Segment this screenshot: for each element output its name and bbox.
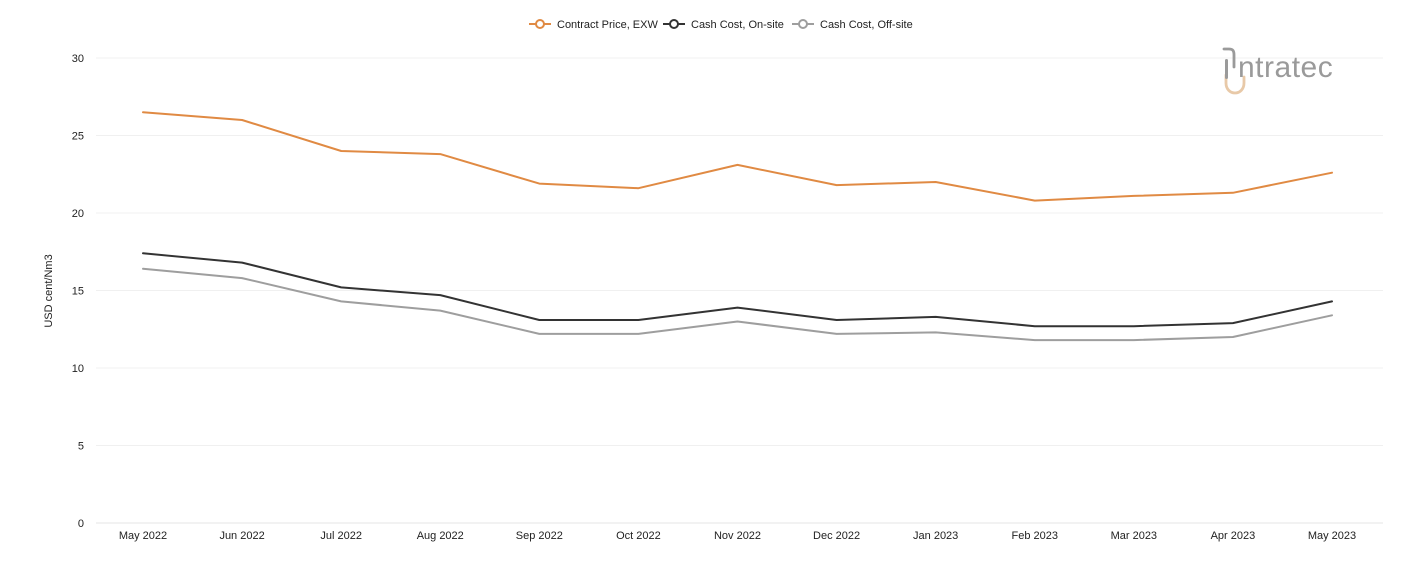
data-point xyxy=(1033,325,1036,328)
data-point xyxy=(142,252,145,255)
x-tick-label: Apr 2023 xyxy=(1211,530,1256,542)
x-tick-label: Nov 2022 xyxy=(714,530,761,542)
data-point xyxy=(538,318,541,321)
x-tick-label: Oct 2022 xyxy=(616,530,661,542)
data-point xyxy=(439,309,442,312)
data-point xyxy=(340,300,343,303)
x-axis-ticks: May 2022 Jun 2022 Jul 2022 Aug 2022 Sep 2022… xyxy=(119,530,1356,542)
data-point xyxy=(736,163,739,166)
y-tick-label: 20 xyxy=(72,208,84,220)
data-point xyxy=(538,182,541,185)
data-point xyxy=(1033,339,1036,342)
data-point xyxy=(1231,191,1234,194)
y-axis-label: USD cent/Nm3 xyxy=(43,254,55,327)
data-point xyxy=(637,318,640,321)
series-3 xyxy=(142,267,1334,342)
x-tick-label: Sep 2022 xyxy=(516,530,563,542)
data-point xyxy=(1231,336,1234,339)
y-tick-label: 0 xyxy=(78,518,84,530)
data-point xyxy=(736,320,739,323)
data-point xyxy=(340,150,343,153)
x-tick-label: Aug 2022 xyxy=(417,530,464,542)
legend-label: Cash Cost, On-site xyxy=(691,19,784,31)
y-axis-ticks: 0 5 10 15 20 25 30 xyxy=(72,53,84,530)
legend-item[interactable]: Contract Price, EXW xyxy=(529,19,658,31)
data-point xyxy=(1331,300,1334,303)
data-point xyxy=(835,332,838,335)
legend[interactable]: Contract Price, EXW Cash Cost, On-site Cas… xyxy=(529,19,913,31)
x-tick-label: Jan 2023 xyxy=(913,530,958,542)
y-tick-label: 10 xyxy=(72,363,84,375)
data-point xyxy=(1331,314,1334,317)
data-point xyxy=(1331,171,1334,174)
y-tick-label: 25 xyxy=(72,131,84,143)
data-point xyxy=(835,184,838,187)
data-point xyxy=(340,286,343,289)
series-line xyxy=(142,111,1333,202)
y-tick-label: 5 xyxy=(78,441,84,453)
data-point xyxy=(1132,194,1135,197)
legend-label: Contract Price, EXW xyxy=(557,19,658,31)
series-line xyxy=(142,252,1333,328)
data-point xyxy=(736,306,739,309)
data-point xyxy=(241,119,244,122)
legend-item[interactable]: Cash Cost, Off-site xyxy=(792,19,913,31)
legend-marker-icon xyxy=(798,19,808,29)
x-tick-label: Jul 2022 xyxy=(320,530,362,542)
series-line xyxy=(142,267,1333,342)
x-tick-label: May 2022 xyxy=(119,530,167,542)
series-2 xyxy=(142,252,1334,328)
data-point xyxy=(1231,322,1234,325)
data-point xyxy=(241,277,244,280)
series-1 xyxy=(142,111,1334,202)
data-point xyxy=(142,111,145,114)
data-point xyxy=(439,294,442,297)
grid-layer xyxy=(96,57,1383,524)
data-point xyxy=(835,318,838,321)
data-point xyxy=(934,331,937,334)
data-point xyxy=(637,332,640,335)
data-point xyxy=(142,267,145,270)
data-point xyxy=(439,153,442,156)
x-tick-label: Jun 2022 xyxy=(219,530,264,542)
x-tick-label: Dec 2022 xyxy=(813,530,860,542)
intratec-logo: ntratec xyxy=(1222,47,1333,95)
data-point xyxy=(1033,199,1036,202)
series-layer xyxy=(142,111,1334,342)
data-point xyxy=(538,332,541,335)
data-point xyxy=(934,315,937,318)
data-point xyxy=(637,187,640,190)
legend-label: Cash Cost, Off-site xyxy=(820,19,913,31)
x-tick-label: Mar 2023 xyxy=(1111,530,1157,542)
x-tick-label: May 2023 xyxy=(1308,530,1356,542)
x-tick-label: Feb 2023 xyxy=(1012,530,1058,542)
logo-text: ntratec xyxy=(1238,51,1333,84)
legend-marker-icon xyxy=(535,19,545,29)
data-point xyxy=(241,261,244,264)
legend-marker-icon xyxy=(669,19,679,29)
legend-item[interactable]: Cash Cost, On-site xyxy=(663,19,784,31)
y-tick-label: 30 xyxy=(72,53,84,65)
logo-mark-icon xyxy=(1222,47,1246,95)
data-point xyxy=(934,181,937,184)
y-tick-label: 15 xyxy=(72,286,84,298)
data-point xyxy=(1132,325,1135,328)
data-point xyxy=(1132,339,1135,342)
